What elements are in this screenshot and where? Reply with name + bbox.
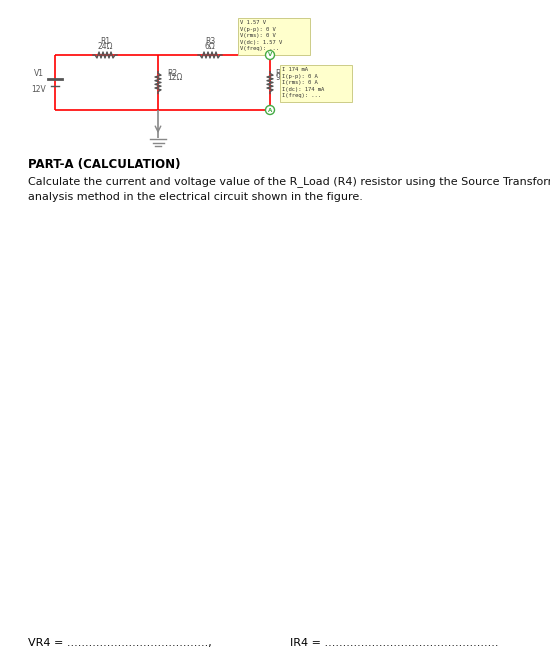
Text: R3: R3 <box>205 37 215 46</box>
Text: R1: R1 <box>100 37 110 46</box>
Text: I 174 mA
I(p-p): 0 A
I(rms): 0 A
I(dc): 174 mA
I(freq): ...: I 174 mA I(p-p): 0 A I(rms): 0 A I(dc): … <box>282 67 324 98</box>
Text: 12Ω: 12Ω <box>167 74 183 82</box>
Text: 24Ω: 24Ω <box>97 42 113 51</box>
Text: Calculate the current and voltage value of the R_Load (R4) resistor using the So: Calculate the current and voltage value … <box>28 176 550 187</box>
Text: PART-A (CALCULATION): PART-A (CALCULATION) <box>28 158 180 171</box>
Text: A: A <box>268 107 272 113</box>
Text: 6Ω: 6Ω <box>205 42 216 51</box>
Text: VR4 = .......................................,: VR4 = ..................................… <box>28 638 212 648</box>
Circle shape <box>266 50 274 60</box>
Text: 9Ω: 9Ω <box>275 74 286 82</box>
Text: 12V: 12V <box>32 86 46 94</box>
FancyBboxPatch shape <box>238 18 310 55</box>
Text: analysis method in the electrical circuit shown in the figure.: analysis method in the electrical circui… <box>28 192 363 202</box>
Text: V1: V1 <box>34 68 44 78</box>
Circle shape <box>266 105 274 115</box>
FancyBboxPatch shape <box>280 65 352 102</box>
Text: V: V <box>268 52 272 58</box>
Text: R4: R4 <box>275 68 285 78</box>
Text: V 1.57 V
V(p-p): 0 V
V(rms): 0 V
V(dc): 1.57 V
V(freq): ...: V 1.57 V V(p-p): 0 V V(rms): 0 V V(dc): … <box>240 20 282 52</box>
Text: R2: R2 <box>167 68 177 78</box>
Text: IR4 = ................................................: IR4 = ..................................… <box>290 638 498 648</box>
